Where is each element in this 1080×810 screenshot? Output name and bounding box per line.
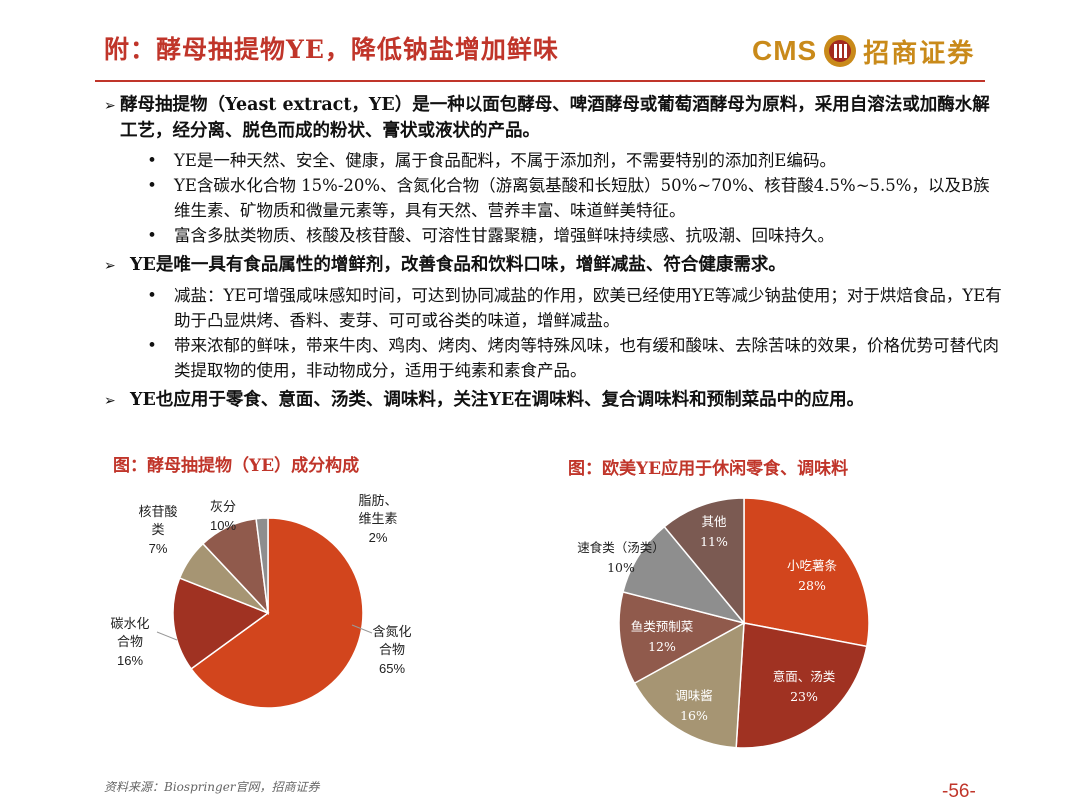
label-ash: 灰分 10% bbox=[200, 499, 246, 535]
logo-text: CMS bbox=[752, 35, 818, 66]
label-line: 灰分 bbox=[209, 500, 236, 515]
logo-chinese-text: 招商证券 bbox=[863, 38, 976, 69]
label-value: 2% bbox=[368, 530, 388, 545]
label-value: 16% bbox=[680, 708, 708, 723]
cms-logo: CMS 招商证券 bbox=[752, 30, 975, 72]
bullet-text: 带来浓郁的鲜味，带来牛肉、鸡肉、烤肉、烤肉等特殊风味，也有缓和酸味、去除苦味的效… bbox=[174, 336, 999, 380]
label-line: 合物 bbox=[378, 643, 405, 658]
label-pasta-soup: 意面、汤类 23% bbox=[762, 667, 846, 707]
label-line: 维生素 bbox=[358, 512, 398, 527]
section-text: 酵母抽提物（Yeast extract，YE）是一种以面包酵母、啤酒酵母或葡萄酒… bbox=[120, 95, 990, 141]
page-number: -56- bbox=[942, 781, 976, 802]
label-line: 意面、汤类 bbox=[772, 669, 836, 684]
arrow-bullet-icon: ➢ bbox=[104, 258, 116, 274]
bullet-text: YE是一种天然、安全、健康，属于食品配料，不属于添加剂，不需要特别的添加剂E编码… bbox=[174, 151, 836, 170]
label-line: 核苷酸 bbox=[138, 505, 178, 520]
label-value: 12% bbox=[648, 639, 676, 654]
bullet-text: 减盐：YE可增强咸味感知时间，可达到协同减盐的作用，欧美已经使用YE等减少钠盐使… bbox=[174, 286, 1002, 330]
bullet-item: • 减盐：YE可增强咸味感知时间，可达到协同减盐的作用，欧美已经使用YE等减少钠盐… bbox=[104, 283, 1004, 333]
source-note: 资料来源：Biospringer官网，招商证券 bbox=[104, 780, 320, 794]
label-line: 小吃薯条 bbox=[786, 558, 837, 573]
pie-slice-fat-vitamin bbox=[255, 517, 269, 614]
pie-slice-fast-food bbox=[622, 525, 747, 625]
label-value: 65% bbox=[378, 661, 406, 676]
left-figure-title: 图：酵母抽提物（YE）成分构成 bbox=[113, 456, 360, 476]
bullet-dot-icon: • bbox=[147, 226, 157, 245]
section-text: YE也应用于零食、意面、汤类、调味料，关注YE在调味料、复合调味料和预制菜品中的… bbox=[130, 390, 865, 410]
label-line: 含氮化 bbox=[372, 625, 412, 640]
main-content: ➢ 酵母抽提物（Yeast extract，YE）是一种以面包酵母、啤酒酵母或葡… bbox=[104, 92, 1004, 414]
arrow-bullet-icon: ➢ bbox=[104, 98, 116, 114]
bullet-text: YE含碳水化合物 15%-20%、含氮化合物（游离氨基酸和长短肽）50%~70%… bbox=[174, 176, 990, 220]
header-divider bbox=[95, 80, 985, 82]
pie-slice-sauce bbox=[633, 621, 745, 749]
label-snack-fries: 小吃薯条 28% bbox=[774, 556, 850, 596]
label-value: 28% bbox=[798, 578, 826, 593]
pie-slice-carbohydrate bbox=[172, 577, 270, 670]
label-nitrogen-compound: 含氮化 合物 65% bbox=[362, 624, 422, 678]
bullet-dot-icon: • bbox=[147, 336, 157, 355]
label-carbohydrate: 碳水化 合物 16% bbox=[102, 616, 158, 670]
bullet-dot-icon: • bbox=[147, 176, 157, 195]
pie-slice-pasta-soup bbox=[735, 622, 868, 749]
label-value: 7% bbox=[148, 541, 168, 556]
section-text: YE是唯一具有食品属性的增鲜剂，改善食品和饮料口味，增鲜减盐、符合健康需求。 bbox=[130, 255, 786, 275]
section-heading: ➢ YE是唯一具有食品属性的增鲜剂，改善食品和饮料口味，增鲜减盐、符合健康需求。 bbox=[104, 252, 1004, 279]
bullet-list: • YE是一种天然、安全、健康，属于食品配料，不属于添加剂，不需要特别的添加剂E编… bbox=[104, 148, 1004, 248]
pie-slice-fish-dish bbox=[618, 591, 747, 685]
label-sauce: 调味酱 16% bbox=[664, 686, 724, 726]
logo-emblem-icon bbox=[824, 35, 857, 67]
leader-line bbox=[156, 631, 178, 641]
label-value: 16% bbox=[116, 653, 144, 668]
label-line: 类 bbox=[151, 523, 165, 538]
section-heading: ➢ 酵母抽提物（Yeast extract，YE）是一种以面包酵母、啤酒酵母或葡… bbox=[104, 92, 1004, 144]
label-value: 11% bbox=[700, 534, 728, 549]
label-line: 鱼类预制菜 bbox=[630, 619, 694, 634]
label-line: 脂肪、 bbox=[358, 494, 398, 509]
bullet-dot-icon: • bbox=[147, 151, 157, 170]
bullet-item: • YE含碳水化合物 15%-20%、含氮化合物（游离氨基酸和长短肽）50%~70… bbox=[104, 173, 1004, 223]
label-value: 23% bbox=[790, 689, 818, 704]
label-value: 10% bbox=[209, 518, 237, 533]
label-line: 合物 bbox=[116, 635, 143, 650]
label-nucleotide: 核苷酸 类 7% bbox=[128, 504, 188, 558]
right-figure-title: 图：欧美YE应用于休闲零食、调味料 bbox=[568, 459, 849, 479]
arrow-bullet-icon: ➢ bbox=[104, 393, 116, 409]
bullet-list: • 减盐：YE可增强咸味感知时间，可达到协同减盐的作用，欧美已经使用YE等减少钠盐… bbox=[104, 283, 1004, 383]
label-value: 10% bbox=[607, 560, 635, 575]
label-line: 碳水化 bbox=[110, 617, 150, 632]
pie-slice-other bbox=[663, 497, 745, 626]
label-fish-dish: 鱼类预制菜 12% bbox=[620, 617, 704, 657]
bullet-item: • 带来浓郁的鲜味，带来牛肉、鸡肉、烤肉、烤肉等特殊风味，也有缓和酸味、去除苦味的… bbox=[104, 333, 1004, 383]
label-line: 其他 bbox=[701, 514, 727, 529]
label-fast-food: 速食类（汤类） 10% bbox=[566, 538, 676, 578]
page-title: 附：酵母抽提物YE，降低钠盐增加鲜味 bbox=[104, 35, 559, 64]
label-line: 调味酱 bbox=[675, 688, 713, 703]
pie-slice-nitrogen bbox=[190, 517, 364, 709]
bullet-text: 富含多肽类物质、核酸及核苷酸、可溶性甘露聚糖，增强鲜味持续感、抗吸潮、回味持久。 bbox=[174, 226, 834, 245]
label-fat-vitamin: 脂肪、 维生素 2% bbox=[349, 493, 407, 547]
leader-line bbox=[351, 624, 373, 634]
label-line: 速食类（汤类） bbox=[577, 540, 665, 555]
section-heading: ➢ YE也应用于零食、意面、汤类、调味料，关注YE在调味料、复合调味料和预制菜品… bbox=[104, 387, 1004, 414]
bullet-item: • YE是一种天然、安全、健康，属于食品配料，不属于添加剂，不需要特别的添加剂E编… bbox=[104, 148, 1004, 173]
label-other: 其他 11% bbox=[686, 512, 742, 552]
pie-slice-snack bbox=[743, 497, 870, 648]
bullet-dot-icon: • bbox=[147, 286, 157, 305]
bullet-item: • 富含多肽类物质、核酸及核苷酸、可溶性甘露聚糖，增强鲜味持续感、抗吸潮、回味持久… bbox=[104, 223, 1004, 248]
